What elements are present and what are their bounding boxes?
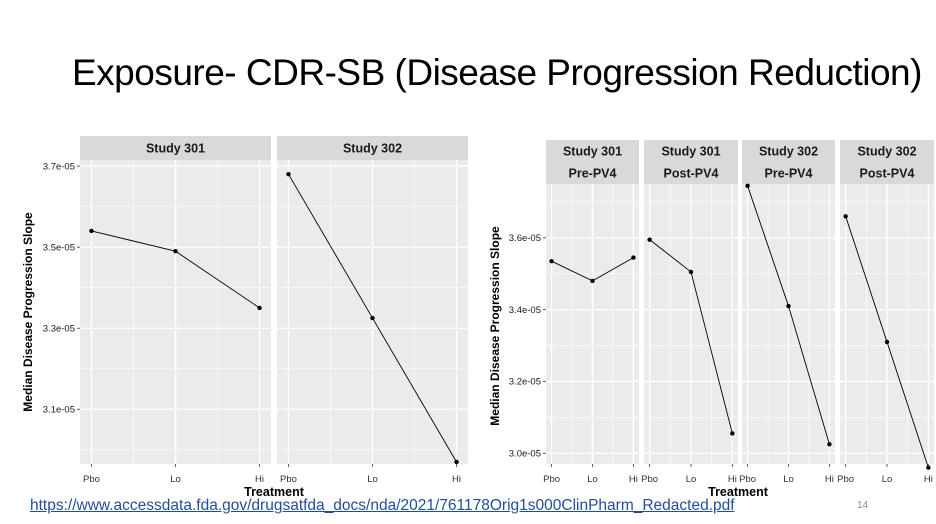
x-tick-label: Lo [587, 474, 598, 485]
facet-strip-label: Study 302 [857, 145, 916, 159]
x-tick-label: Lo [367, 474, 378, 485]
y-tick-label: 3.1e-05 [43, 405, 75, 416]
y-tick-label: 3.4e-05 [509, 305, 541, 316]
x-tick-label: Pbo [739, 474, 756, 485]
y-tick-label: 3.7e-05 [43, 161, 75, 172]
data-point [549, 258, 554, 264]
data-point [843, 214, 848, 219]
facet-strip [840, 140, 934, 184]
x-tick-label: Lo [783, 474, 794, 485]
facet-strip-label: Pre-PV4 [765, 167, 813, 181]
data-point [631, 255, 636, 260]
data-point [173, 249, 178, 254]
page-number: 14 [857, 500, 869, 511]
data-point [257, 305, 262, 311]
data-point [827, 442, 832, 447]
data-point [286, 171, 291, 177]
x-axis-title: Treatment [708, 485, 769, 499]
y-tick-label: 3.5e-05 [43, 242, 75, 253]
x-tick-label: Lo [170, 474, 181, 485]
source-link[interactable]: https://www.accessdata.fda.gov/drugsatfd… [30, 497, 735, 514]
x-tick-label: Pbo [280, 474, 297, 485]
facet-strip [546, 140, 639, 184]
data-point [786, 303, 791, 309]
facet-strip-label: Study 301 [146, 142, 205, 156]
facet-strip [277, 136, 468, 160]
facet-strip-label: Study 301 [563, 145, 622, 159]
x-tick-label: Lo [686, 474, 697, 485]
data-point [454, 459, 459, 465]
data-point [926, 465, 931, 470]
x-tick-label: Hi [924, 474, 933, 485]
facet-strip [742, 140, 835, 184]
slide-title: Exposure- CDR-SB (Disease Progression Re… [72, 52, 922, 93]
facet-strip [80, 136, 271, 160]
y-axis-title: Median Disease Progression Slope [488, 226, 502, 426]
x-tick-label: Hi [728, 474, 737, 485]
data-point [730, 431, 735, 436]
y-tick-label: 3.6e-05 [509, 233, 541, 244]
data-point [745, 183, 750, 188]
x-tick-label: Hi [452, 474, 461, 485]
facet-strip-label: Post-PV4 [860, 167, 915, 181]
data-point [884, 339, 890, 345]
facet-strip-label: Study 302 [343, 142, 402, 156]
x-tick-label: Pbo [83, 474, 100, 485]
facet-strip-label: Study 302 [759, 145, 818, 159]
y-tick-label: 3.3e-05 [43, 324, 75, 335]
x-tick-label: Hi [255, 474, 264, 485]
x-tick-label: Pbo [543, 474, 560, 485]
data-point [89, 228, 94, 234]
x-tick-label: Pbo [837, 474, 854, 485]
facet-strip [644, 140, 738, 184]
y-axis-title: Median Disease Progression Slope [21, 212, 35, 412]
y-tick-label: 3.2e-05 [509, 377, 541, 388]
x-tick-label: Pbo [641, 474, 658, 485]
facet-strip-label: Pre-PV4 [569, 167, 617, 181]
x-axis-title: Treatment [244, 485, 305, 499]
facet-strip-label: Study 301 [661, 145, 720, 159]
x-tick-label: Lo [882, 474, 893, 485]
data-point [590, 278, 595, 284]
facet-strip-label: Post-PV4 [664, 167, 719, 181]
x-tick-label: Hi [825, 474, 834, 485]
y-tick-label: 3.0e-05 [509, 449, 541, 460]
data-point [647, 237, 652, 242]
data-point [370, 315, 375, 321]
data-point [688, 269, 694, 275]
x-tick-label: Hi [629, 474, 638, 485]
